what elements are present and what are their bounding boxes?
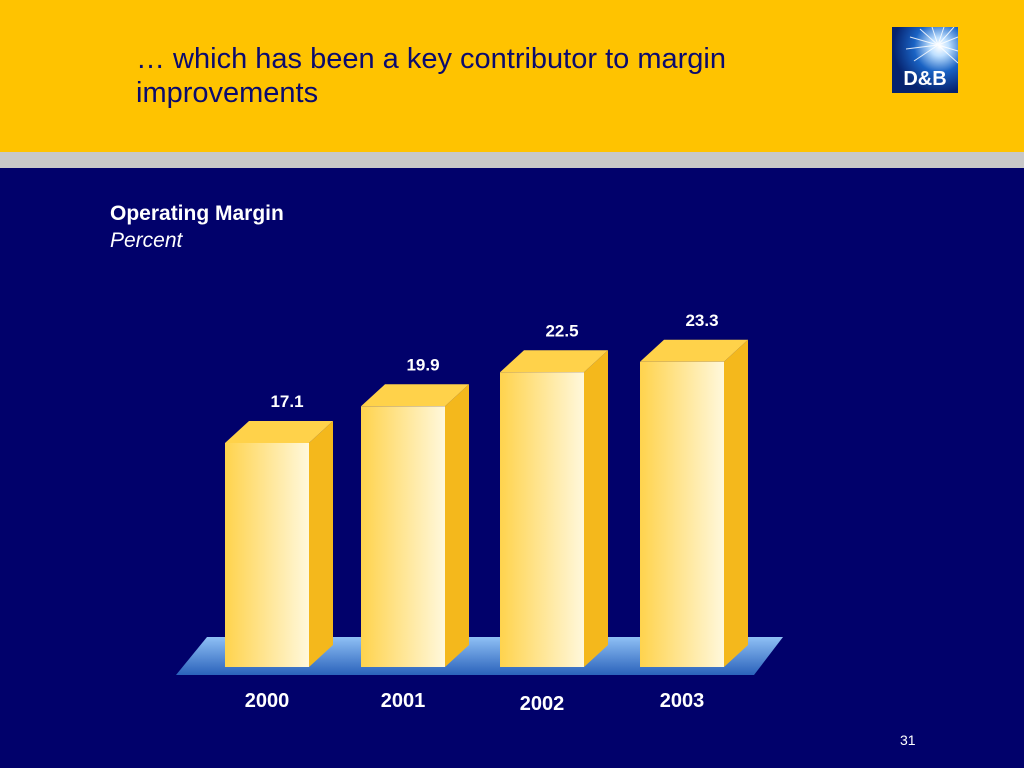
header-divider <box>0 152 1024 168</box>
bar-top-2001 <box>361 384 469 407</box>
svg-text:D&B: D&B <box>903 68 946 90</box>
bar-2002 <box>500 372 584 667</box>
page-number: 31 <box>900 732 916 748</box>
category-label-2000: 2000 <box>245 690 290 712</box>
bar-side-2001 <box>445 384 469 667</box>
dnb-logo-icon: D&B <box>892 27 958 93</box>
category-label-2001: 2001 <box>381 690 426 712</box>
bar-side-2002 <box>584 350 608 667</box>
chart-title: Operating Margin <box>110 202 284 225</box>
header-band <box>0 0 1024 152</box>
bar-2001 <box>361 406 445 667</box>
data-label-2002: 22.5 <box>545 321 578 340</box>
data-label-2001: 19.9 <box>406 355 439 374</box>
category-label-2003: 2003 <box>660 690 705 712</box>
chart-subtitle: Percent <box>110 229 183 252</box>
category-label-2002: 2002 <box>520 693 565 715</box>
bar-side-2003 <box>724 339 748 667</box>
bar-top-2002 <box>500 350 608 373</box>
slide-title: … which has been a key contributor to ma… <box>136 43 726 109</box>
bar-2003 <box>640 361 724 667</box>
data-label-2003: 23.3 <box>685 311 718 330</box>
bar-top-2000 <box>225 420 333 443</box>
data-label-2000: 17.1 <box>270 392 303 411</box>
bar-side-2000 <box>309 420 333 667</box>
bar-top-2003 <box>640 339 748 362</box>
bar-2000 <box>225 442 309 667</box>
